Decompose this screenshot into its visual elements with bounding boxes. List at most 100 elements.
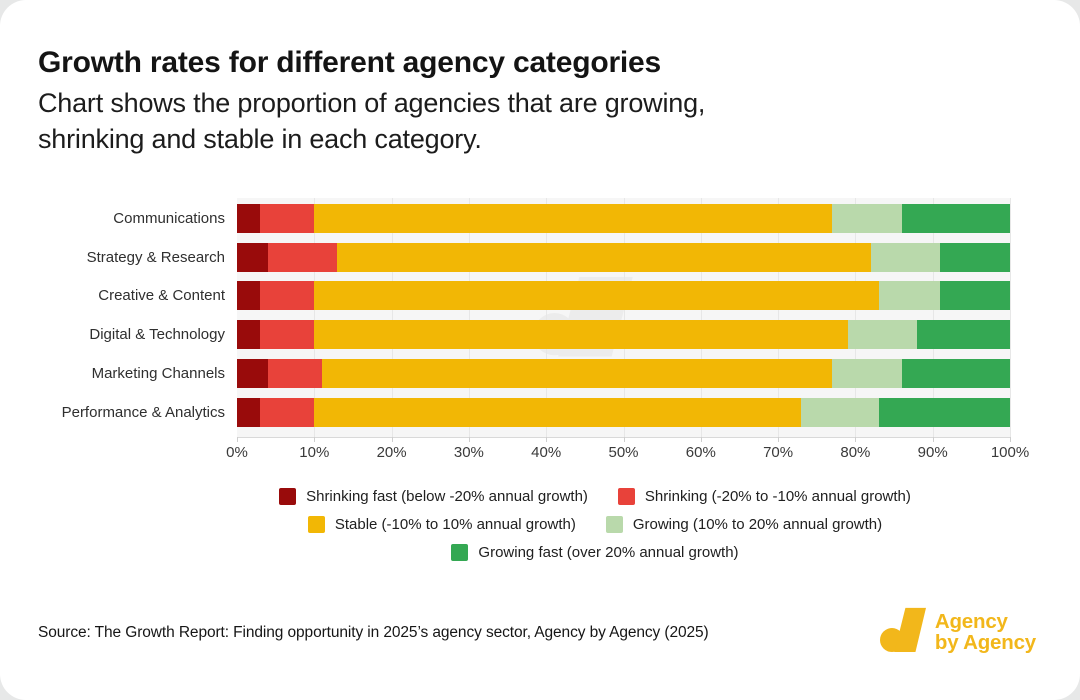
- bar-row: [237, 320, 1010, 350]
- axis-tick: [778, 437, 780, 442]
- category-label: Performance & Analytics: [61, 403, 225, 421]
- axis-tick: [314, 437, 316, 442]
- bar-segment: [267, 358, 323, 388]
- bar-row: [237, 242, 1010, 272]
- legend-row: Stable (-10% to 10% annual growth) Growin…: [105, 510, 1080, 538]
- legend-item: Stable (-10% to 10% annual growth): [307, 515, 576, 533]
- brand-logo-text: Agency by Agency: [935, 611, 1036, 653]
- axis-tick: [623, 437, 625, 442]
- chart-legend: Shrinking fast (below -20% annual growth…: [105, 482, 1080, 566]
- axis-tick: [855, 437, 857, 442]
- axis-tick: [546, 437, 548, 442]
- category-axis-labels: Communications Strategy & Research Creativ…: [0, 198, 225, 437]
- bar-segment: [314, 204, 833, 233]
- bar-segment: [878, 397, 1010, 427]
- bar-segment: [267, 242, 338, 272]
- bar-segment: [314, 320, 848, 350]
- bar-segment: [237, 242, 268, 272]
- bar-segment: [832, 358, 902, 388]
- gridline: [855, 198, 857, 437]
- legend-label: Shrinking (-20% to -10% annual growth): [644, 487, 911, 505]
- axis-tick: [391, 437, 393, 442]
- legend-swatch: [279, 487, 297, 505]
- bar-segment: [314, 397, 802, 427]
- legend-label: Shrinking fast (below -20% annual growth…: [306, 487, 588, 505]
- x-tick-label: 30%: [453, 444, 484, 461]
- x-tick-label: 100%: [990, 444, 1030, 461]
- page-title: Growth rates for different agency catego…: [38, 46, 662, 79]
- bar-row: [237, 204, 1010, 233]
- bar-segment: [237, 397, 261, 427]
- x-tick-label: 20%: [376, 444, 407, 461]
- legend-item: Shrinking fast (below -20% annual growth…: [279, 487, 588, 505]
- source-attribution: Source: The Growth Report: Finding oppor…: [38, 624, 709, 641]
- plot-area: [237, 198, 1011, 442]
- x-axis-tick-labels: 0% 10% 20% 30% 40% 50% 60% 70% 80% 90% 100%: [226, 444, 1029, 464]
- page-subtitle-line2: shrinking and stable in each category.: [38, 124, 482, 154]
- legend-label: Growing fast (over 20% annual growth): [478, 543, 739, 561]
- x-tick-label: 0%: [226, 444, 248, 461]
- gridline: [700, 198, 702, 437]
- category-label: Creative & Content: [98, 287, 225, 305]
- gridline: [391, 198, 393, 437]
- bar-segment: [940, 242, 1010, 272]
- legend-label: Stable (-10% to 10% annual growth): [334, 515, 576, 533]
- x-tick-label: 50%: [608, 444, 639, 461]
- bar-segment: [337, 242, 871, 272]
- x-tick-label: 40%: [531, 444, 562, 461]
- bar-segment: [237, 320, 261, 350]
- bar-segment: [870, 242, 941, 272]
- bar-segment: [832, 204, 902, 233]
- bar-segment: [260, 397, 315, 427]
- legend-row: Growing fast (over 20% annual growth): [105, 538, 1080, 566]
- bar-segment: [847, 320, 918, 350]
- gridline: [932, 198, 934, 437]
- bar-row: [237, 358, 1010, 388]
- axis-tick: [1010, 437, 1011, 442]
- bar-segment: [314, 281, 879, 311]
- page-subtitle-line1: Chart shows the proportion of agencies t…: [38, 88, 706, 118]
- page-subtitle: Chart shows the proportion of agencies t…: [38, 85, 705, 157]
- legend-label: Growing (10% to 20% annual growth): [632, 515, 883, 533]
- gridline: [778, 198, 780, 437]
- bar-segment: [260, 320, 315, 350]
- legend-swatch: [617, 487, 635, 505]
- bar-segment: [260, 204, 315, 233]
- axis-tick: [237, 437, 238, 442]
- x-tick-label: 10%: [299, 444, 330, 461]
- x-tick-label: 70%: [763, 444, 794, 461]
- axis-tick: [468, 437, 470, 442]
- legend-swatch: [451, 543, 469, 561]
- gridline: [623, 198, 625, 437]
- gridline: [546, 198, 548, 437]
- bar-segment: [940, 281, 1010, 311]
- stacked-bar-chart: Communications Strategy & Research Creativ…: [0, 198, 1080, 461]
- bar-row: [237, 281, 1010, 311]
- category-label: Strategy & Research: [86, 248, 225, 266]
- legend-item: Growing fast (over 20% annual growth): [451, 543, 739, 561]
- category-label: Digital & Technology: [89, 326, 225, 344]
- bar-segment: [237, 281, 261, 311]
- legend-row: Shrinking fast (below -20% annual growth…: [105, 482, 1080, 510]
- x-tick-label: 80%: [840, 444, 871, 461]
- bar-segment: [322, 358, 833, 388]
- legend-swatch: [307, 515, 325, 533]
- x-tick-label: 60%: [685, 444, 716, 461]
- bar-segment: [260, 281, 315, 311]
- bar-segment: [917, 320, 1010, 350]
- brand-logo-icon: [879, 606, 926, 657]
- bar-segment: [237, 358, 268, 388]
- legend-item: Shrinking (-20% to -10% annual growth): [617, 487, 911, 505]
- bar-segment: [878, 281, 941, 311]
- category-label: Marketing Channels: [91, 364, 225, 382]
- axis-tick: [932, 437, 934, 442]
- legend-swatch: [605, 515, 623, 533]
- brand-logo: Agency by Agency: [879, 606, 1036, 657]
- legend-item: Growing (10% to 20% annual growth): [605, 515, 883, 533]
- bar-segment: [901, 204, 1010, 233]
- x-tick-label: 90%: [917, 444, 948, 461]
- brand-logo-text-line2: by Agency: [934, 630, 1036, 654]
- category-label: Communications: [113, 210, 225, 227]
- gridline: [314, 198, 316, 437]
